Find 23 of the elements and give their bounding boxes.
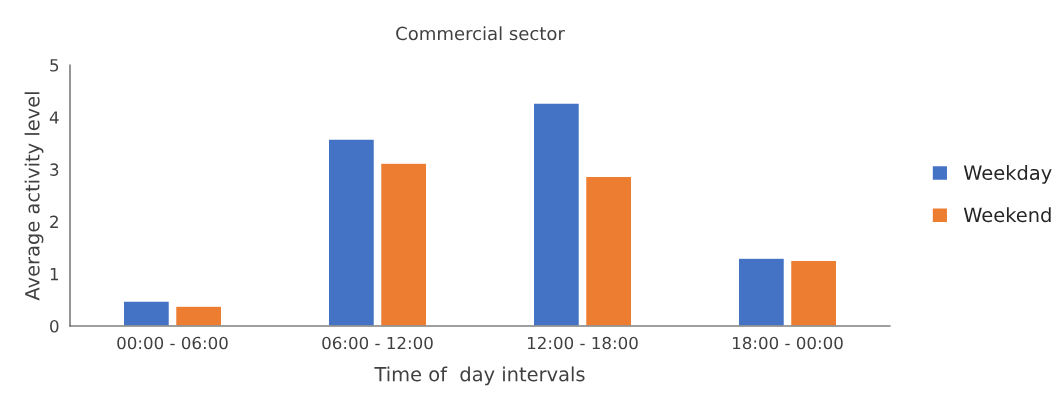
y-tick-label: 5 (50, 59, 59, 72)
bar (379, 162, 428, 326)
y-tick-label: 2 (50, 215, 58, 228)
x-axis-title: Time of day intervals (374, 366, 585, 386)
x-tick-label: 18:00 - 00:00 (733, 336, 843, 350)
y-tick-label: 3 (50, 163, 59, 176)
bar (789, 259, 838, 326)
x-tick-label: 00:00 - 06:00 (117, 336, 228, 350)
y-tick-label: 0 (50, 319, 59, 333)
x-tick-label: 12:00 - 18:00 (528, 336, 638, 350)
legend-label: Weekday (963, 165, 1052, 184)
y-tick-label: 4 (49, 111, 59, 124)
bar (122, 300, 171, 326)
bar (737, 257, 786, 326)
y-axis-title: Average activity level (24, 92, 44, 301)
y-tick-label: 1 (50, 267, 59, 281)
bar (174, 305, 223, 326)
bar (532, 102, 581, 326)
bar (584, 175, 633, 326)
bar (327, 138, 376, 326)
chart-title: Commercial sector (396, 26, 565, 41)
x-tick-label: 06:00 - 12:00 (322, 336, 433, 350)
legend-label: Weekend (963, 207, 1051, 223)
